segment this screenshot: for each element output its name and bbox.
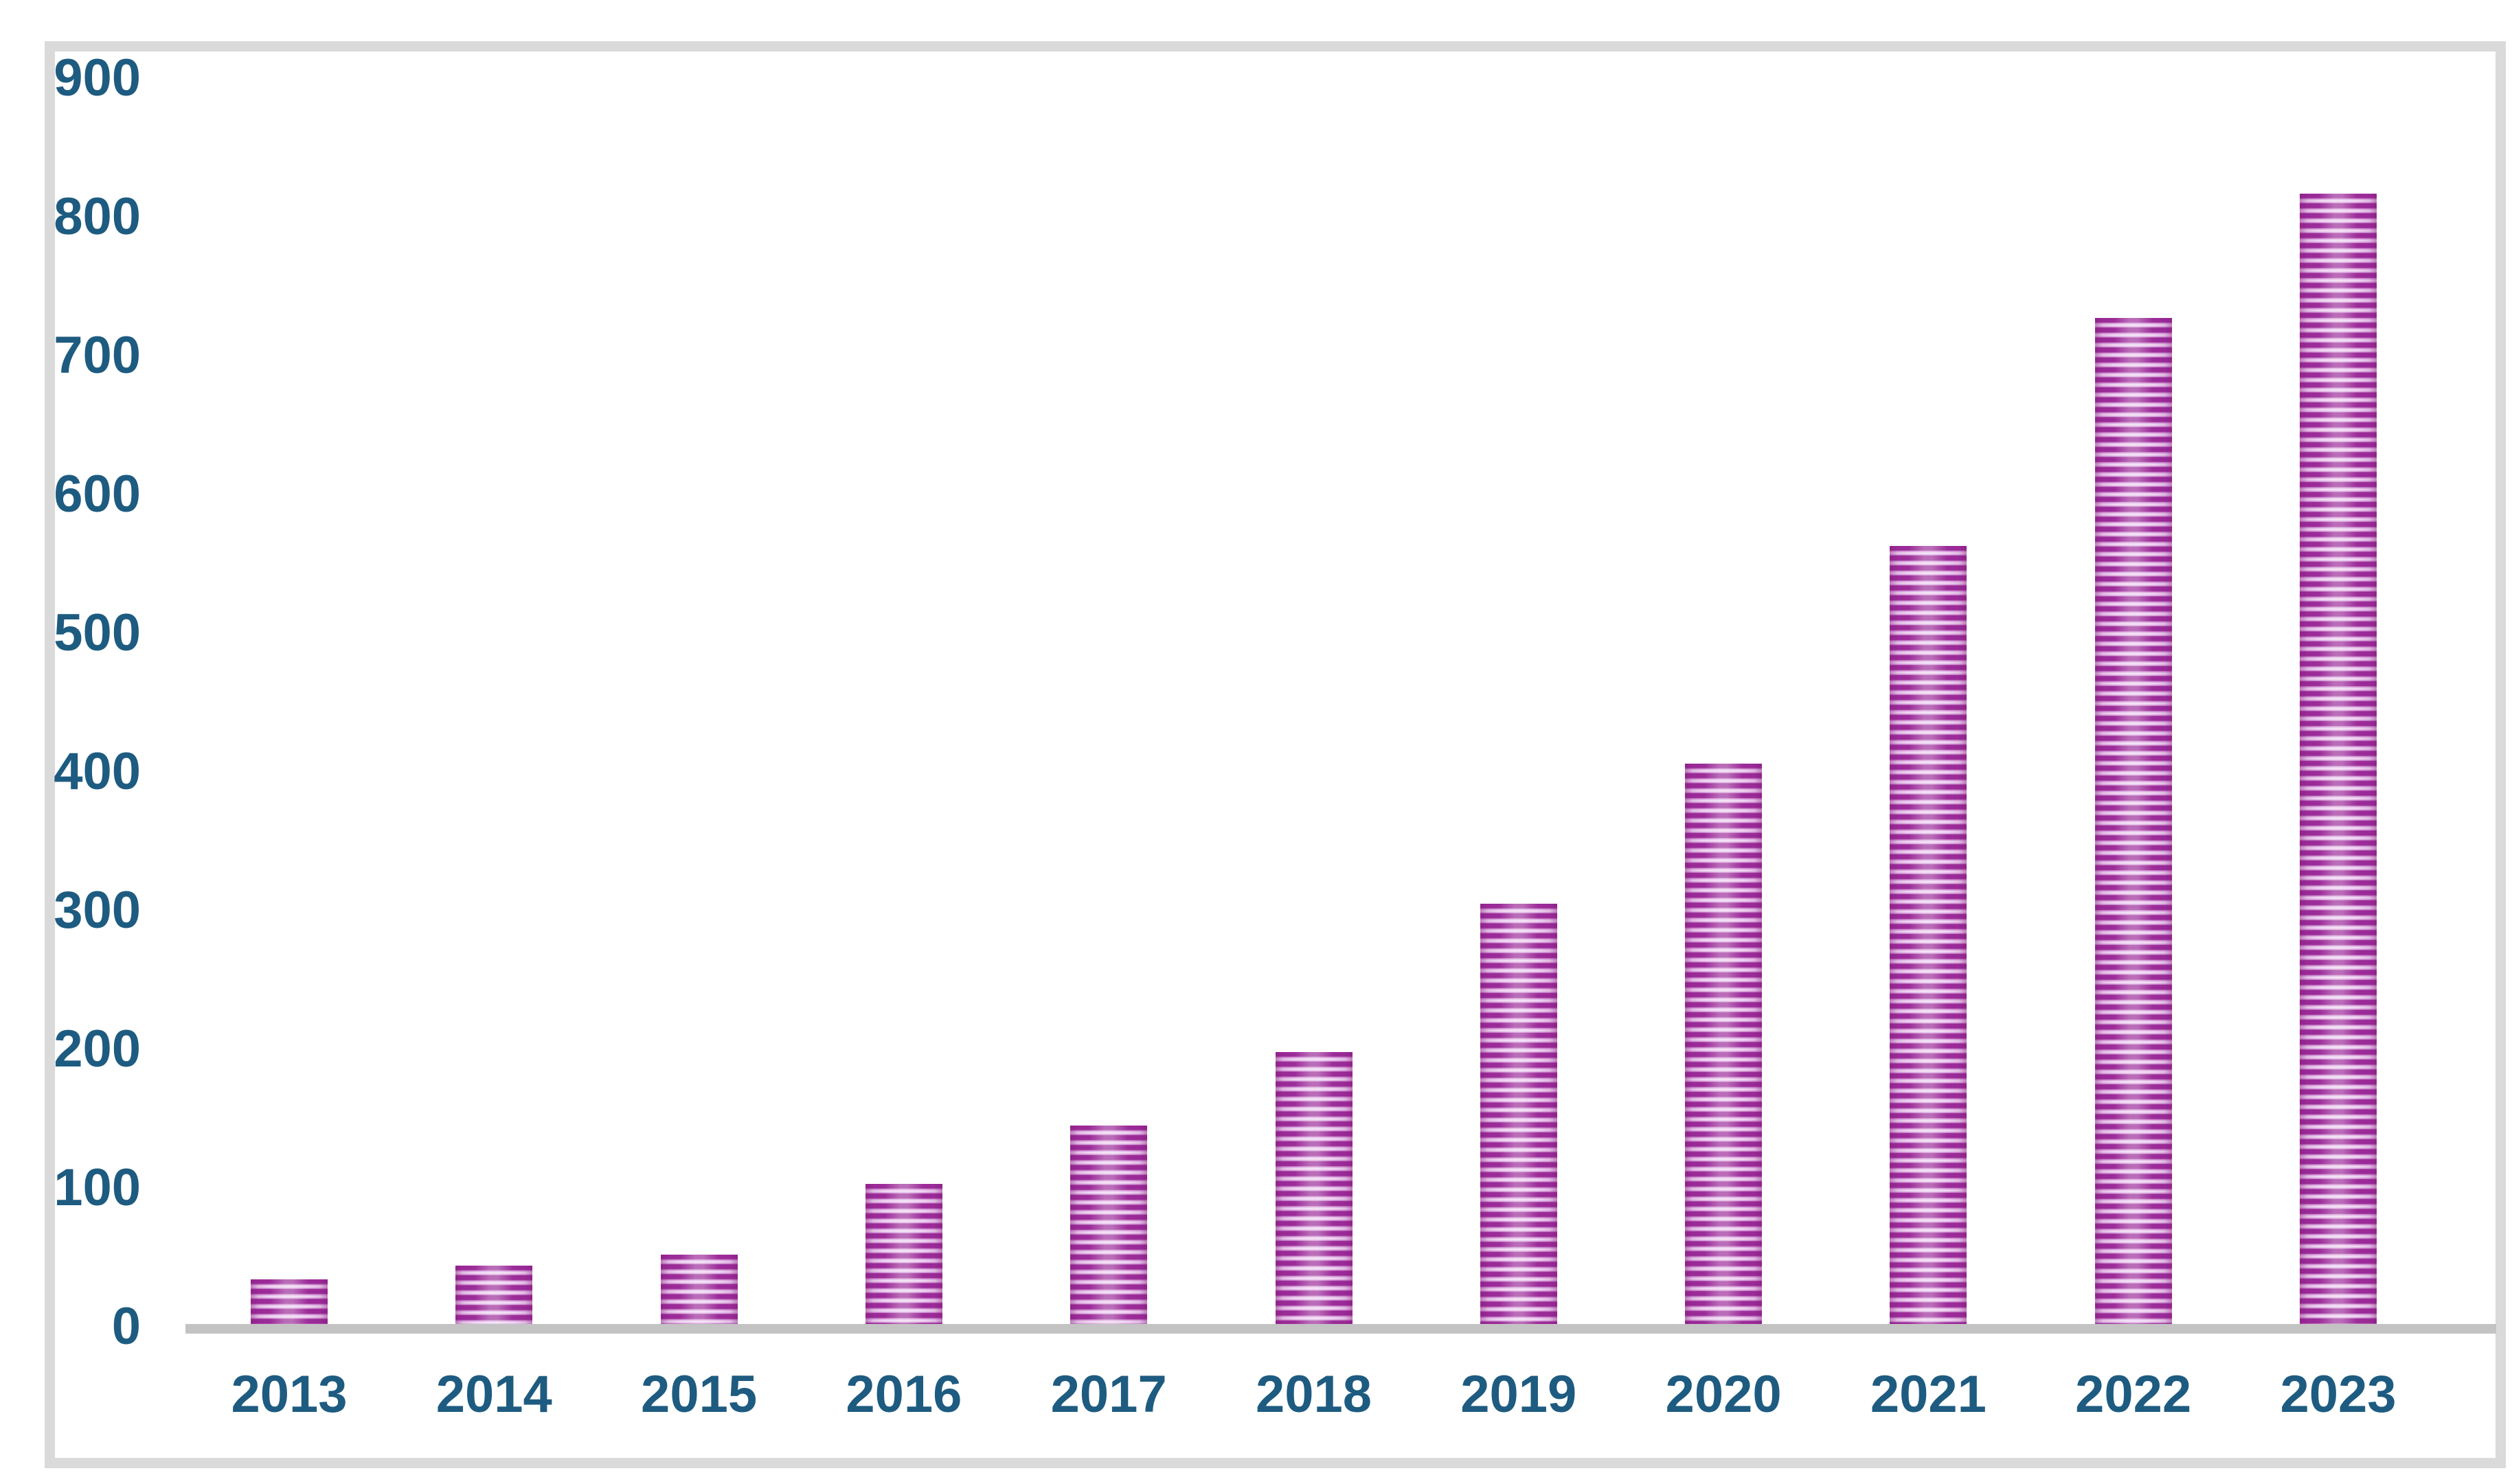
bar-2018	[1275, 1052, 1353, 1324]
y-tick-label: 400	[54, 742, 141, 801]
bar-2020	[1685, 763, 1763, 1324]
y-tick-label: 700	[54, 326, 141, 385]
bar-2019	[1480, 903, 1557, 1324]
x-tick-label: 2018	[1255, 1365, 1372, 1424]
y-tick-label: 900	[54, 49, 141, 107]
bar-2013	[251, 1279, 328, 1324]
y-tick-label: 300	[54, 881, 141, 939]
y-tick-label: 200	[54, 1020, 141, 1078]
x-tick-label: 2013	[231, 1365, 348, 1424]
bar-2021	[1890, 545, 1967, 1324]
x-axis-line	[185, 1324, 2496, 1334]
x-tick-label: 2014	[435, 1365, 552, 1424]
x-tick-label: 2021	[1870, 1365, 1987, 1424]
bar-2015	[660, 1254, 738, 1324]
y-tick-label: 800	[54, 187, 141, 246]
x-tick-label: 2016	[846, 1365, 962, 1424]
x-tick-label: 2019	[1460, 1365, 1577, 1424]
bar-2017	[1070, 1126, 1148, 1324]
bar-2023	[2300, 193, 2377, 1324]
y-tick-label: 600	[54, 465, 141, 523]
y-tick-label: 0	[111, 1297, 141, 1356]
x-tick-label: 2023	[2280, 1365, 2397, 1424]
bar-2016	[865, 1183, 942, 1324]
bar-2022	[2094, 318, 2172, 1324]
x-tick-label: 2017	[1050, 1365, 1167, 1424]
y-tick-label: 500	[54, 604, 141, 662]
chart-frame	[45, 41, 2506, 1468]
x-tick-label: 2020	[1665, 1365, 1782, 1424]
x-tick-label: 2022	[2075, 1365, 2192, 1424]
bar-2014	[455, 1266, 533, 1324]
y-tick-label: 100	[54, 1158, 141, 1217]
x-tick-label: 2015	[641, 1365, 758, 1424]
